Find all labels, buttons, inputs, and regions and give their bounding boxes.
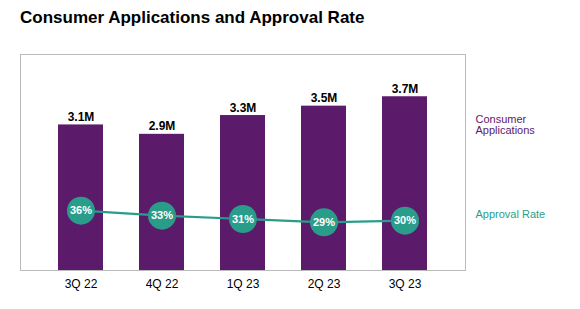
svg-text:3Q 22: 3Q 22 <box>65 277 98 291</box>
svg-text:3Q 23: 3Q 23 <box>389 277 422 291</box>
svg-text:3.7M: 3.7M <box>392 82 419 96</box>
svg-text:Approval Rate: Approval Rate <box>476 208 546 220</box>
svg-text:3.3M: 3.3M <box>230 101 257 115</box>
svg-text:30%: 30% <box>394 214 416 226</box>
svg-text:ConsumerApplications: ConsumerApplications <box>476 113 536 136</box>
svg-text:3.5M: 3.5M <box>311 91 338 105</box>
svg-text:2.9M: 2.9M <box>149 119 176 133</box>
svg-text:2Q 23: 2Q 23 <box>308 277 341 291</box>
svg-text:36%: 36% <box>70 204 92 216</box>
svg-text:4Q 22: 4Q 22 <box>146 277 179 291</box>
svg-text:3.1M: 3.1M <box>68 110 95 124</box>
html-text:Consumer Applications and Appr: Consumer Applications and Approval Rate <box>20 8 365 27</box>
svg-text:31%: 31% <box>232 213 254 225</box>
svg-text:29%: 29% <box>313 216 335 228</box>
svg-text:1Q 23: 1Q 23 <box>227 277 260 291</box>
svg-text:33%: 33% <box>151 209 173 221</box>
